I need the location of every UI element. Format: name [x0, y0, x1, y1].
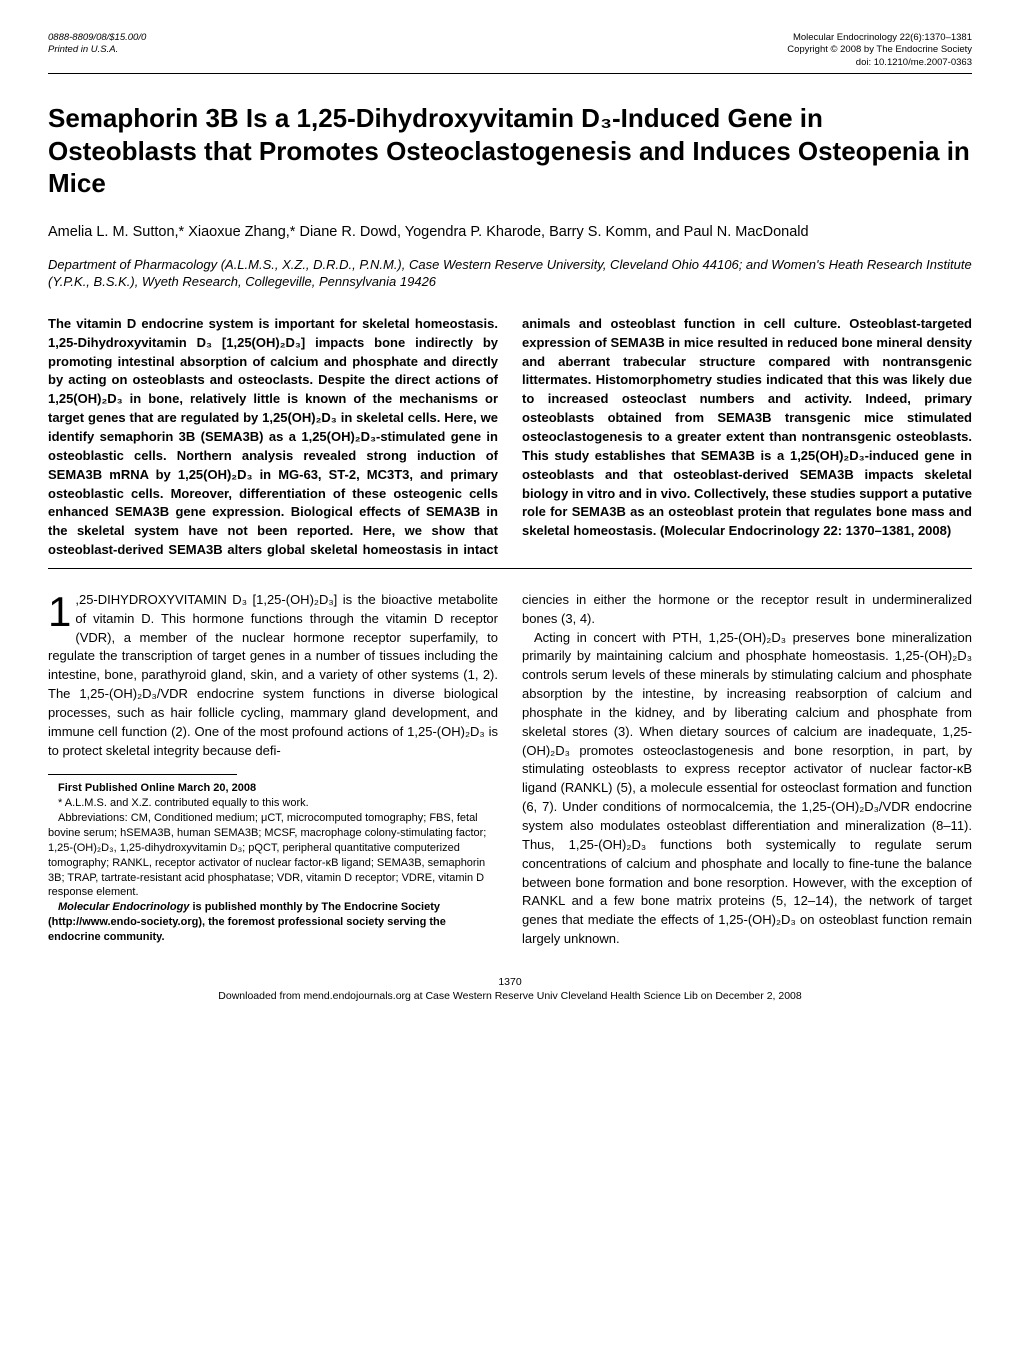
footnote-journal-name: Molecular Endocrinology: [58, 901, 189, 913]
abstract-col1: The vitamin D endocrine system is import…: [48, 316, 498, 557]
header-left: 0888-8809/08/$15.00/0 Printed in U.S.A.: [48, 32, 146, 69]
header-right: Molecular Endocrinology 22(6):1370–1381 …: [787, 32, 972, 69]
page-footer: 1370 Downloaded from mend.endojournals.o…: [48, 975, 972, 1003]
abstract-divider: [48, 568, 972, 569]
download-notice: Downloaded from mend.endojournals.org at…: [48, 989, 972, 1003]
header-printed: Printed in U.S.A.: [48, 44, 146, 56]
body-p1-text: ,25-DIHYDROXYVITAMIN D₃ [1,25-(OH)₂D₃] i…: [48, 592, 498, 758]
body-paragraph-2a: ciencies in either the hormone or the re…: [522, 591, 972, 629]
footnote-divider: [48, 774, 237, 775]
running-header: 0888-8809/08/$15.00/0 Printed in U.S.A. …: [48, 32, 972, 74]
footnote-equal: * A.L.M.S. and X.Z. contributed equally …: [48, 796, 498, 811]
body-columns: 1,25-DIHYDROXYVITAMIN D₃ [1,25-(OH)₂D₃] …: [48, 591, 972, 949]
header-journal: Molecular Endocrinology 22(6):1370–1381: [787, 32, 972, 44]
body-right-column: ciencies in either the hormone or the re…: [522, 591, 972, 949]
affiliation: Department of Pharmacology (A.L.M.S., X.…: [48, 256, 972, 291]
article-title: Semaphorin 3B Is a 1,25-Dihydroxyvitamin…: [48, 102, 972, 200]
page: 0888-8809/08/$15.00/0 Printed in U.S.A. …: [0, 0, 1020, 1035]
dropcap: 1: [48, 591, 75, 631]
footnote-journal: Molecular Endocrinology is published mon…: [48, 900, 498, 945]
authors: Amelia L. M. Sutton,* Xiaoxue Zhang,* Di…: [48, 222, 972, 242]
page-number: 1370: [48, 975, 972, 989]
footnote-abbrev: Abbreviations: CM, Conditioned medium; μ…: [48, 811, 498, 900]
header-copyright: Copyright © 2008 by The Endocrine Societ…: [787, 44, 972, 56]
header-doi: doi: 10.1210/me.2007-0363: [787, 57, 972, 69]
abstract: The vitamin D endocrine system is import…: [48, 315, 972, 560]
footnotes: First Published Online March 20, 2008 * …: [48, 781, 498, 944]
body-left-column: 1,25-DIHYDROXYVITAMIN D₃ [1,25-(OH)₂D₃] …: [48, 591, 498, 945]
body-paragraph-2b: Acting in concert with PTH, 1,25-(OH)₂D₃…: [522, 629, 972, 949]
body-paragraph-1: 1,25-DIHYDROXYVITAMIN D₃ [1,25-(OH)₂D₃] …: [48, 591, 498, 761]
footnote-published: First Published Online March 20, 2008: [48, 781, 498, 796]
header-issn: 0888-8809/08/$15.00/0: [48, 32, 146, 44]
